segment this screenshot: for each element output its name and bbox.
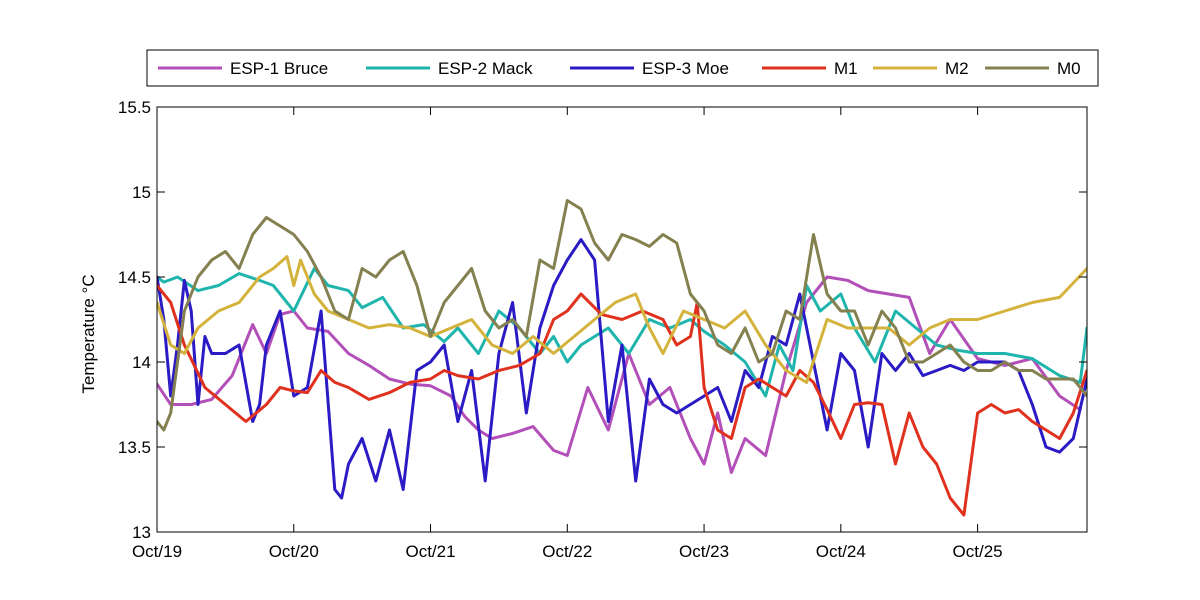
legend-label-4: M1 [834, 59, 858, 78]
y-tick-label: 14.5 [118, 268, 151, 287]
y-tick-label: 14 [132, 353, 151, 372]
x-tick-label: Oct/20 [269, 542, 319, 561]
y-tick-label: 15 [132, 183, 151, 202]
y-tick-label: 13 [132, 523, 151, 542]
legend-label-6: M0 [1057, 59, 1081, 78]
x-tick-label: Oct/23 [679, 542, 729, 561]
legend: ESP-1 Bruce ESP-2 Mack ESP-3 Moe M1 M2 M0 [146, 49, 1099, 87]
x-tick-label: Oct/19 [132, 542, 182, 561]
series-line-4 [157, 284, 1087, 517]
series-line-5 [157, 255, 1087, 384]
y-tick-label: 15.5 [118, 98, 151, 117]
x-tick-label: Oct/24 [816, 542, 866, 561]
legend-label-5: M2 [945, 59, 969, 78]
legend-label-1: ESP-1 Bruce [230, 59, 328, 78]
series-line-3 [157, 238, 1087, 500]
x-tick-label: Oct/21 [405, 542, 455, 561]
plot-area [156, 106, 1088, 533]
legend-label-2: ESP-2 Mack [438, 59, 533, 78]
y-tick-label: 13.5 [118, 438, 151, 457]
x-tick-label: Oct/22 [542, 542, 592, 561]
x-axis: Oct/19 Oct/20 Oct/21 Oct/22 Oct/23 Oct/24 Oct/… [132, 107, 1003, 561]
y-axis: 13 13.5 14 14.5 15 15.5 [118, 98, 1087, 542]
plot-frame [156, 106, 1088, 533]
series-line-6 [157, 199, 1087, 432]
legend-label-3: ESP-3 Moe [642, 59, 729, 78]
y-axis-label: Temperature °C [79, 274, 98, 393]
x-tick-label: Oct/25 [953, 542, 1003, 561]
